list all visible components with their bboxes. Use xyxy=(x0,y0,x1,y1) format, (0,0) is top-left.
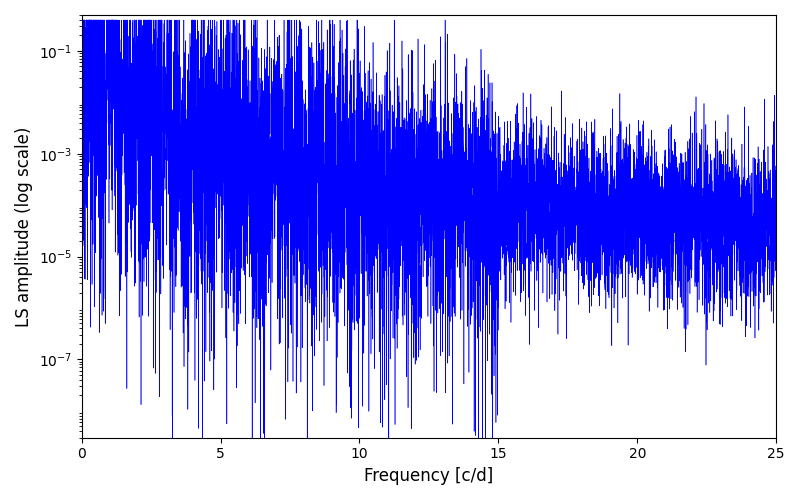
X-axis label: Frequency [c/d]: Frequency [c/d] xyxy=(364,467,494,485)
Y-axis label: LS amplitude (log scale): LS amplitude (log scale) xyxy=(15,126,33,326)
